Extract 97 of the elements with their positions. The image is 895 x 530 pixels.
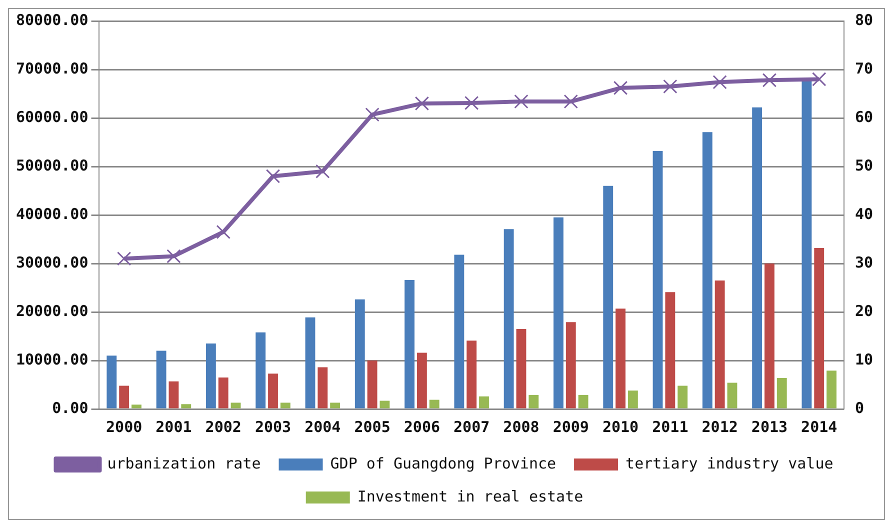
legend-label: GDP of Guangdong Province: [330, 454, 556, 472]
x-tick-label: 2011: [652, 418, 688, 436]
bar: [826, 370, 836, 408]
y2-tick-label: 0: [854, 398, 864, 417]
bar: [206, 344, 216, 408]
bar: [578, 394, 588, 408]
legend-label: urbanization rate: [107, 454, 261, 472]
bar: [566, 322, 576, 408]
x-tick-label: 2004: [304, 418, 341, 436]
bar: [318, 367, 328, 408]
bar: [305, 317, 316, 408]
bar: [528, 394, 539, 408]
bar: [416, 352, 427, 408]
bar: [802, 80, 812, 408]
bar: [132, 404, 142, 408]
x-tick-label: 2008: [503, 418, 540, 436]
x-tick-label: 2000: [106, 418, 142, 436]
bar: [218, 377, 228, 408]
bar: [466, 340, 477, 408]
bar: [678, 386, 688, 408]
bar: [479, 396, 489, 408]
y2-tick-label: 50: [854, 156, 873, 174]
bar: [504, 229, 514, 408]
point: [712, 74, 727, 90]
x-tick-label: 2003: [254, 418, 292, 436]
x-tick-label: 2005: [354, 418, 390, 436]
x-tick-label: 2002: [205, 418, 242, 436]
bar: [628, 390, 638, 408]
bar: [106, 356, 117, 408]
bar: [168, 381, 179, 408]
x-tick-label: 2001: [156, 418, 192, 436]
x-tick-label: 2007: [454, 418, 490, 436]
bar: [516, 328, 526, 408]
bar: [429, 400, 440, 408]
x-tick-label: 2012: [702, 418, 738, 436]
y2-tick-label: 10: [854, 350, 873, 368]
bar: [814, 248, 824, 408]
point: [414, 96, 430, 111]
x-tick-label: 2014: [801, 418, 838, 436]
bar: [380, 400, 390, 408]
point: [464, 96, 479, 110]
point: [762, 73, 777, 88]
legend-label: tertiary industry value: [626, 454, 834, 472]
y-tick-label: 60000.00: [16, 108, 88, 126]
y2-tick-label: 80: [854, 10, 873, 29]
bar: [119, 386, 130, 408]
bar: [367, 360, 378, 408]
x-tick-label: 2006: [404, 418, 440, 436]
bar: [181, 404, 192, 408]
y2-tick-label: 30: [854, 253, 873, 272]
bar: [616, 308, 626, 408]
y-tick-label: 0.00: [52, 398, 88, 417]
x-tick-label: 2013: [751, 418, 788, 436]
bar: [776, 378, 787, 408]
bar: [280, 402, 290, 408]
point: [116, 252, 132, 266]
point: [564, 94, 578, 109]
bar: [752, 107, 762, 408]
x-tick-label: 2009: [552, 418, 589, 436]
bar: [727, 382, 738, 408]
y2-tick-label: 40: [854, 204, 873, 223]
bar: [354, 299, 365, 408]
bar: [554, 217, 564, 408]
point: [266, 169, 280, 184]
bar: [156, 350, 166, 408]
bar: [268, 374, 278, 408]
y-tick-label: 70000.00: [16, 59, 88, 78]
y-tick-label: 10000.00: [16, 350, 88, 368]
point: [812, 72, 826, 86]
y-tick-label: 30000.00: [16, 253, 88, 272]
point: [316, 164, 330, 178]
point: [166, 249, 181, 264]
y-tick-label: 40000.00: [16, 204, 88, 223]
bar: [603, 186, 614, 408]
point: [613, 80, 628, 96]
y2-tick-label: 20: [854, 302, 873, 320]
point: [663, 79, 678, 94]
bar: [714, 280, 725, 408]
bar: [652, 150, 663, 408]
y-tick-label: 50000.00: [16, 156, 88, 174]
bar: [665, 292, 676, 408]
legend-label: Investment in real estate: [357, 487, 584, 506]
x-tick-label: 2010: [602, 418, 639, 436]
y-tick-label: 20000.00: [16, 302, 88, 320]
bar: [256, 332, 266, 408]
point: [514, 94, 528, 109]
point: [365, 107, 380, 122]
bar: [230, 402, 241, 408]
bar: [404, 280, 414, 408]
y2-tick-label: 60: [854, 108, 873, 126]
bar: [454, 254, 464, 408]
point: [216, 224, 230, 240]
y2-tick-label: 70: [854, 59, 873, 78]
y-tick-label: 80000.00: [16, 10, 88, 29]
bar: [764, 264, 774, 408]
bar: [702, 132, 712, 408]
bar: [330, 402, 340, 408]
